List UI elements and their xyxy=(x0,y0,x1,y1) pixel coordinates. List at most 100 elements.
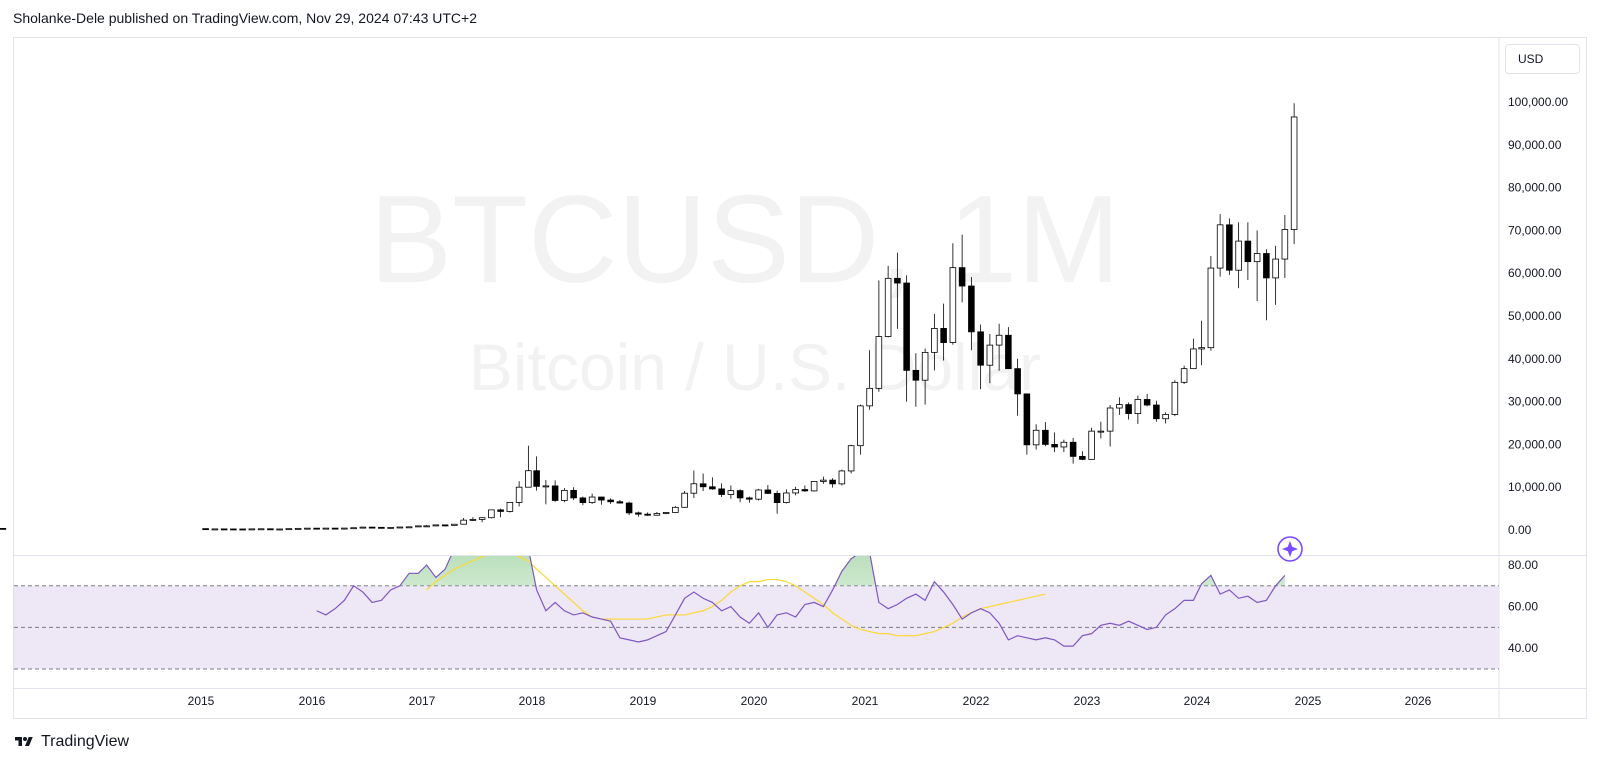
assistant-icon[interactable] xyxy=(1277,536,1303,562)
candle[interactable] xyxy=(931,313,938,371)
candle[interactable] xyxy=(415,525,422,528)
candle[interactable] xyxy=(257,528,265,531)
candle[interactable] xyxy=(211,528,219,531)
candle[interactable] xyxy=(977,324,984,390)
candle[interactable] xyxy=(1162,412,1169,424)
candle[interactable] xyxy=(488,509,495,519)
candle[interactable] xyxy=(986,333,994,384)
candle[interactable] xyxy=(469,517,477,522)
candle[interactable] xyxy=(829,478,836,488)
candle[interactable] xyxy=(1198,320,1205,366)
candle[interactable] xyxy=(294,527,302,530)
candle[interactable] xyxy=(1060,439,1068,453)
candle[interactable] xyxy=(0,527,7,530)
candle[interactable] xyxy=(1134,395,1142,424)
candle[interactable] xyxy=(1032,424,1040,450)
candle[interactable] xyxy=(727,485,735,499)
candle[interactable] xyxy=(506,501,514,513)
candle[interactable] xyxy=(561,488,568,503)
candle[interactable] xyxy=(423,525,430,528)
candle[interactable] xyxy=(1014,358,1021,416)
candle[interactable] xyxy=(1226,218,1233,275)
candle[interactable] xyxy=(515,481,523,507)
candle[interactable] xyxy=(940,303,947,361)
candle[interactable] xyxy=(1005,327,1012,370)
candle[interactable] xyxy=(625,501,633,516)
candle[interactable] xyxy=(857,404,864,455)
candle[interactable] xyxy=(350,527,357,530)
candle[interactable] xyxy=(570,487,577,501)
candle[interactable] xyxy=(736,489,744,503)
candle[interactable] xyxy=(847,444,855,474)
candle[interactable] xyxy=(405,526,413,529)
candle[interactable] xyxy=(1125,402,1132,420)
candle[interactable] xyxy=(607,498,614,504)
candle[interactable] xyxy=(653,512,661,516)
candle[interactable] xyxy=(1281,214,1289,278)
candle[interactable] xyxy=(1106,405,1114,447)
candle[interactable] xyxy=(322,527,330,530)
candle[interactable] xyxy=(451,523,458,526)
candle[interactable] xyxy=(903,275,910,402)
candle[interactable] xyxy=(1190,338,1197,370)
candle[interactable] xyxy=(588,493,596,504)
candle[interactable] xyxy=(1180,365,1188,385)
candle[interactable] xyxy=(995,323,1003,371)
candle[interactable] xyxy=(542,479,550,505)
candle[interactable] xyxy=(579,496,587,506)
candle[interactable] xyxy=(810,480,818,492)
candle[interactable] xyxy=(396,526,404,529)
candle[interactable] xyxy=(709,477,716,490)
rsi-ma-line[interactable] xyxy=(426,553,1046,637)
candle[interactable] xyxy=(968,277,975,351)
candle[interactable] xyxy=(478,517,486,523)
candle[interactable] xyxy=(1153,400,1160,422)
candle[interactable] xyxy=(912,353,920,407)
candle[interactable] xyxy=(368,526,376,529)
candle[interactable] xyxy=(1051,432,1058,453)
candle[interactable] xyxy=(1042,422,1049,447)
candle[interactable] xyxy=(764,485,772,495)
candle[interactable] xyxy=(1069,437,1077,464)
candle[interactable] xyxy=(1290,103,1298,245)
candle[interactable] xyxy=(894,252,901,329)
candle[interactable] xyxy=(690,470,698,498)
candle[interactable] xyxy=(239,528,246,531)
candle[interactable] xyxy=(313,527,320,530)
rsi-line[interactable] xyxy=(316,538,1286,647)
candle[interactable] xyxy=(378,526,385,529)
candle[interactable] xyxy=(884,265,892,338)
candle[interactable] xyxy=(1263,249,1270,321)
candle[interactable] xyxy=(1235,222,1242,289)
candle[interactable] xyxy=(267,528,274,531)
candle[interactable] xyxy=(755,488,762,501)
candle[interactable] xyxy=(718,483,725,498)
candle[interactable] xyxy=(801,485,809,492)
candle[interactable] xyxy=(551,480,559,502)
currency-button[interactable]: USD xyxy=(1505,44,1580,74)
candle[interactable] xyxy=(681,491,688,508)
candle[interactable] xyxy=(921,348,929,405)
candle[interactable] xyxy=(285,528,293,531)
candle[interactable] xyxy=(248,528,256,531)
candle[interactable] xyxy=(1253,230,1261,302)
candle[interactable] xyxy=(460,518,467,525)
candle[interactable] xyxy=(1097,421,1105,439)
candle[interactable] xyxy=(662,512,670,515)
candle[interactable] xyxy=(598,496,605,505)
candle[interactable] xyxy=(533,456,540,491)
candle[interactable] xyxy=(202,528,209,531)
candle[interactable] xyxy=(432,524,440,527)
candle[interactable] xyxy=(616,500,624,504)
candle[interactable] xyxy=(1023,393,1031,455)
candle[interactable] xyxy=(441,524,449,527)
candle[interactable] xyxy=(304,527,311,530)
candle[interactable] xyxy=(866,350,873,410)
candle[interactable] xyxy=(1171,380,1179,417)
candle[interactable] xyxy=(635,511,642,517)
candle[interactable] xyxy=(387,526,394,529)
candle[interactable] xyxy=(359,526,367,529)
candle[interactable] xyxy=(1079,451,1086,461)
candle[interactable] xyxy=(497,508,504,518)
